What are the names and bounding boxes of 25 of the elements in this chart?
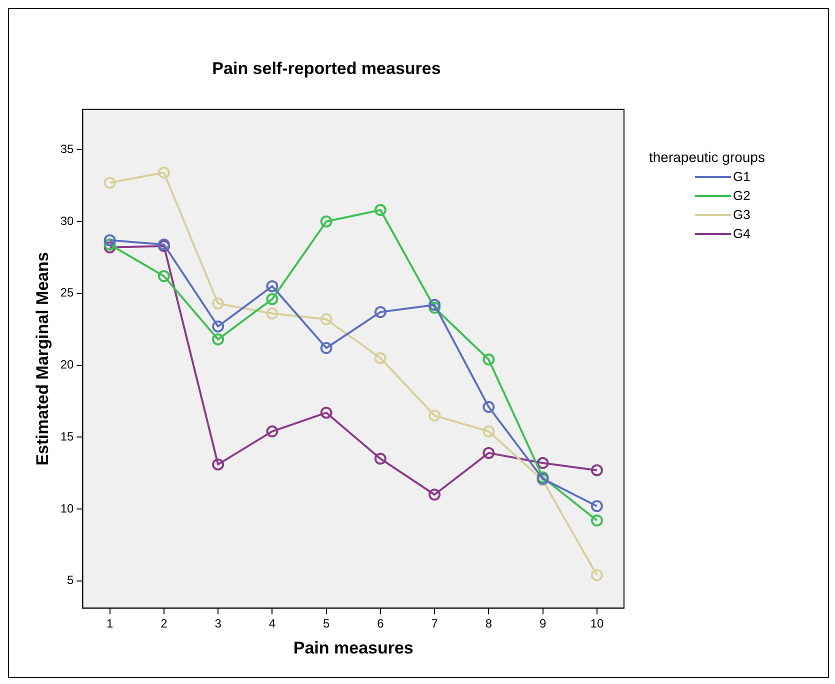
x-tick-label: 4: [268, 616, 276, 631]
x-tick-label: 8: [485, 616, 492, 631]
x-tick-label: 5: [322, 616, 330, 631]
legend-title: therapeutic groups: [649, 149, 765, 165]
y-tick-label: 15: [60, 429, 74, 444]
chart-title: Pain self-reported measures: [212, 58, 441, 78]
x-axis-title: Pain measures: [293, 638, 414, 658]
y-tick-label: 35: [60, 142, 74, 156]
y-tick-label: 10: [60, 501, 74, 516]
y-tick-label: 25: [60, 286, 74, 300]
legend-label: G4: [733, 226, 750, 241]
x-tick-label: 10: [590, 616, 604, 631]
legend-label: G2: [733, 188, 750, 203]
x-tick-label: 1: [106, 616, 114, 631]
y-tick-label: 30: [60, 214, 74, 228]
y-axis-title: Estimated Marginal Means: [32, 252, 52, 466]
y-tick-label: 5: [67, 573, 74, 588]
y-tick-label: 20: [60, 358, 74, 372]
legend-label: G3: [733, 207, 750, 222]
legend-label: G1: [733, 169, 750, 184]
x-tick-label: 9: [539, 616, 546, 631]
x-tick-label: 2: [160, 616, 168, 631]
x-tick-label: 3: [214, 616, 222, 631]
x-tick-label: 6: [377, 616, 384, 631]
x-tick-label: 7: [431, 616, 438, 631]
